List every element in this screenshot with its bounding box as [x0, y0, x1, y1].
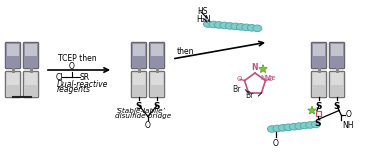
Text: SR: SR: [80, 72, 90, 81]
Text: S: S: [316, 102, 322, 111]
FancyBboxPatch shape: [313, 44, 325, 56]
Text: S: S: [136, 102, 142, 111]
Text: S: S: [315, 120, 321, 128]
FancyBboxPatch shape: [133, 73, 145, 85]
Text: NH: NH: [342, 122, 353, 130]
Ellipse shape: [242, 24, 251, 31]
Text: HS: HS: [197, 7, 208, 16]
Text: Br: Br: [245, 91, 254, 100]
Bar: [155, 67, 158, 72]
FancyBboxPatch shape: [311, 42, 327, 69]
Ellipse shape: [279, 125, 287, 131]
Text: O: O: [69, 62, 75, 71]
FancyBboxPatch shape: [5, 42, 21, 69]
Text: reagents: reagents: [57, 85, 91, 94]
Bar: [336, 67, 339, 72]
Ellipse shape: [236, 24, 245, 30]
Text: O: O: [237, 76, 242, 82]
Text: Cl: Cl: [56, 72, 64, 81]
FancyBboxPatch shape: [23, 71, 39, 98]
Text: TCEP then: TCEP then: [58, 54, 97, 63]
Ellipse shape: [311, 121, 320, 128]
Text: disulfide bridge: disulfide bridge: [115, 113, 171, 119]
FancyBboxPatch shape: [23, 42, 39, 69]
FancyBboxPatch shape: [313, 73, 325, 85]
Ellipse shape: [306, 122, 315, 128]
FancyBboxPatch shape: [311, 71, 327, 98]
FancyBboxPatch shape: [25, 44, 37, 56]
FancyBboxPatch shape: [131, 71, 147, 98]
Ellipse shape: [268, 126, 276, 132]
Text: NMe: NMe: [260, 75, 276, 81]
FancyBboxPatch shape: [149, 42, 165, 69]
Text: ‘Stable-labile’: ‘Stable-labile’: [115, 108, 165, 114]
Ellipse shape: [247, 25, 256, 31]
Ellipse shape: [214, 22, 223, 28]
FancyBboxPatch shape: [7, 44, 19, 56]
Bar: [138, 67, 141, 72]
Text: H₂N: H₂N: [196, 15, 211, 24]
FancyBboxPatch shape: [331, 73, 343, 85]
FancyBboxPatch shape: [7, 73, 19, 85]
Ellipse shape: [253, 25, 262, 32]
FancyBboxPatch shape: [331, 44, 343, 56]
FancyBboxPatch shape: [151, 73, 163, 85]
Ellipse shape: [225, 23, 234, 29]
Bar: [318, 67, 321, 72]
Ellipse shape: [220, 22, 229, 29]
Ellipse shape: [203, 21, 212, 27]
FancyBboxPatch shape: [329, 42, 345, 69]
Text: S: S: [154, 102, 160, 111]
Ellipse shape: [284, 124, 293, 131]
Text: O: O: [145, 121, 151, 130]
FancyBboxPatch shape: [149, 71, 165, 98]
Text: O: O: [273, 139, 279, 148]
FancyBboxPatch shape: [131, 42, 147, 69]
Ellipse shape: [295, 123, 304, 129]
Text: Dual-reactive: Dual-reactive: [57, 79, 108, 89]
Ellipse shape: [209, 21, 218, 28]
FancyBboxPatch shape: [25, 73, 37, 85]
FancyBboxPatch shape: [329, 71, 345, 98]
Ellipse shape: [290, 123, 298, 130]
Polygon shape: [308, 106, 316, 114]
Ellipse shape: [273, 125, 282, 132]
Text: N: N: [252, 63, 258, 72]
FancyBboxPatch shape: [151, 44, 163, 56]
Bar: [11, 67, 14, 72]
Text: Br: Br: [232, 85, 240, 94]
Polygon shape: [259, 64, 267, 73]
Text: O: O: [268, 76, 273, 82]
Text: then: then: [177, 46, 195, 55]
Ellipse shape: [231, 23, 240, 30]
Ellipse shape: [300, 122, 309, 129]
Bar: [29, 67, 33, 72]
Text: S: S: [334, 102, 340, 111]
Text: O: O: [346, 110, 352, 119]
FancyBboxPatch shape: [5, 71, 21, 98]
FancyBboxPatch shape: [133, 44, 145, 56]
